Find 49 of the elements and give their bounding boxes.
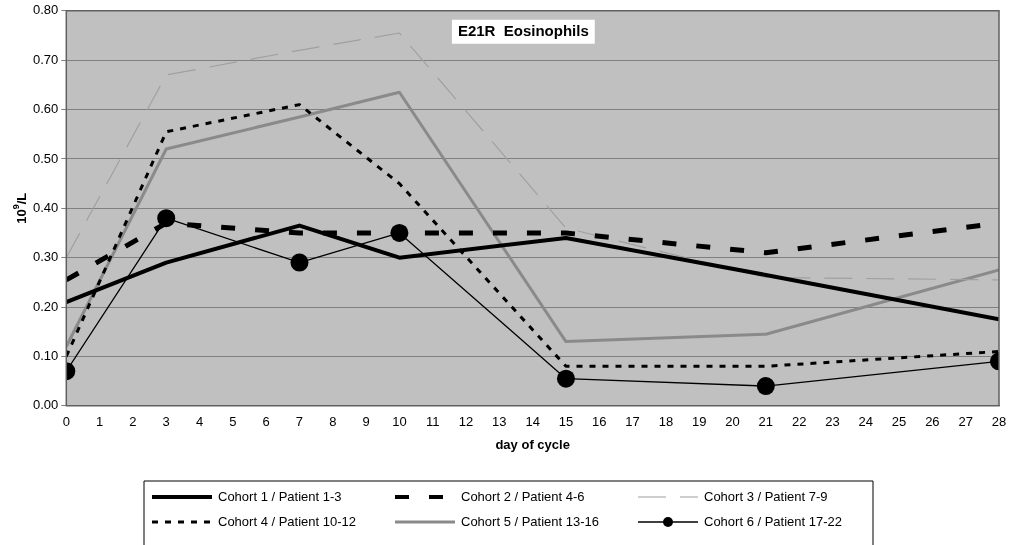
x-tick-label: 16 xyxy=(592,414,607,430)
x-tick-label: 8 xyxy=(329,414,337,430)
y-tick-label: 0.20 xyxy=(32,298,59,314)
y-tick-label: 0.70 xyxy=(32,51,59,67)
y-tick-label: 0.00 xyxy=(32,397,59,413)
x-axis-title: day of cycle xyxy=(495,436,570,452)
x-tick-label: 6 xyxy=(262,414,270,430)
x-tick-label: 11 xyxy=(425,414,440,430)
y-tick-label: 0.80 xyxy=(32,2,59,18)
x-tick-label: 2 xyxy=(129,414,137,430)
y-tick-label: 0.10 xyxy=(32,348,59,363)
x-tick-label: 7 xyxy=(295,414,304,430)
x-tick-label: 21 xyxy=(758,414,774,430)
legend-label: Cohort 3 / Patient 7-9 xyxy=(704,488,828,504)
x-tick-label: 20 xyxy=(725,414,740,430)
x-tick-label: 23 xyxy=(825,414,840,430)
x-tick-label: 14 xyxy=(525,414,540,430)
x-tick-label: 1 xyxy=(96,414,104,430)
x-tick-label: 3 xyxy=(162,414,170,430)
x-tick-label: 24 xyxy=(858,414,873,430)
legend-label: Cohort 6 / Patient 17-22 xyxy=(704,513,843,529)
x-tick-label: 26 xyxy=(925,414,940,430)
x-tick-label: 25 xyxy=(891,414,907,430)
y-axis-title: 109/L xyxy=(11,192,29,224)
legend-label: Cohort 4 / Patient 10-12 xyxy=(218,513,357,529)
point xyxy=(290,253,309,272)
y-tick-label: 0.30 xyxy=(32,249,59,265)
x-tick-label: 28 xyxy=(991,414,1007,430)
x-tick-label: 5 xyxy=(229,414,237,430)
x-tick-label: 27 xyxy=(958,414,973,430)
point xyxy=(556,369,575,388)
legend-label: Cohort 5 / Patient 13-16 xyxy=(461,513,600,529)
x-tick-label: 10 xyxy=(392,414,407,430)
x-tick-label: 22 xyxy=(791,414,807,430)
x-tick-label: 9 xyxy=(362,414,370,430)
legend-label: Cohort 2 / Patient 4-6 xyxy=(461,488,585,504)
text: E21R Eosinophils xyxy=(457,21,589,39)
x-tick-label: 12 xyxy=(458,414,474,430)
y-tick-label: 0.50 xyxy=(32,150,59,166)
y-tick-label: 0.40 xyxy=(32,199,59,215)
legend-label: Cohort 1 / Patient 1-3 xyxy=(218,488,342,504)
x-tick-label: 0 xyxy=(62,414,70,430)
x-tick-label: 15 xyxy=(558,414,574,430)
x-tick-label: 19 xyxy=(691,414,707,430)
y-tick-label: 0.60 xyxy=(32,101,59,117)
x-tick-label: 4 xyxy=(195,414,204,430)
x-tick-label: 13 xyxy=(492,414,507,430)
x-tick-label: 17 xyxy=(625,414,640,430)
x-tick-label: 18 xyxy=(658,414,674,430)
